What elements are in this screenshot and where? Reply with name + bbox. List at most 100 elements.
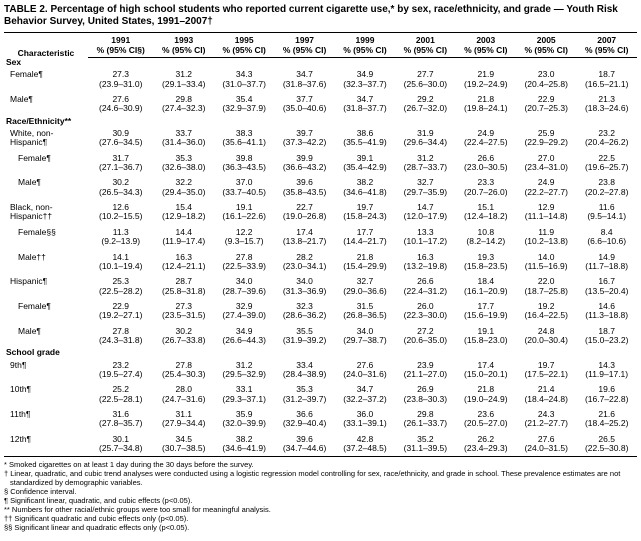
value-cell: 32.7	[395, 175, 455, 187]
ci-cell: (14.4–21.7)	[335, 237, 395, 249]
row-label-cont	[4, 104, 88, 116]
ci-cell: (29.4–35.0)	[154, 188, 214, 200]
col-ci-0: % (95% CI§)	[88, 45, 154, 58]
ci-cell: (16.7–22.8)	[576, 395, 637, 407]
ci-cell: (25.6–30.0)	[395, 80, 455, 92]
row-label-cont	[4, 370, 88, 382]
ci-cell: (29.0–36.6)	[335, 287, 395, 299]
ci-cell: (15.4–29.9)	[335, 262, 395, 274]
table-title: TABLE 2. Percentage of high school stude…	[4, 4, 637, 28]
ci-cell: (30.7–38.5)	[154, 444, 214, 457]
ci-cell: (31.8–37.6)	[274, 80, 334, 92]
ci-cell: (29.6–34.4)	[395, 138, 455, 150]
row-label: 9th¶	[4, 358, 88, 370]
row-label-cont	[4, 262, 88, 274]
value-cell: 39.6	[274, 175, 334, 187]
value-cell: 35.3	[274, 382, 334, 394]
ci-cell: (26.6–44.3)	[214, 336, 274, 348]
value-cell: 34.9	[335, 67, 395, 79]
ci-cell: (29.3–37.1)	[214, 395, 274, 407]
ci-cell: (24.0–31.5)	[516, 444, 576, 457]
value-cell: 34.3	[214, 67, 274, 79]
row-label: 11th¶	[4, 407, 88, 419]
ci-cell: (8.2–14.2)	[456, 237, 516, 249]
ci-cell: (26.5–34.3)	[88, 188, 154, 200]
value-cell: 27.3	[88, 67, 154, 79]
row-label-cont	[4, 80, 88, 92]
ci-cell: (33.1–39.1)	[335, 419, 395, 431]
value-cell: 21.9	[456, 67, 516, 79]
ci-cell: (19.8–24.1)	[456, 104, 516, 116]
ci-cell: (9.5–14.1)	[576, 212, 637, 224]
ci-cell: (26.7–32.0)	[395, 104, 455, 116]
ci-cell: (31.0–37.7)	[214, 80, 274, 92]
ci-cell: (35.6–41.1)	[214, 138, 274, 150]
ci-cell: (12.9–18.2)	[154, 212, 214, 224]
ci-cell: (32.2–37.2)	[335, 395, 395, 407]
ci-cell: (34.6–41.9)	[214, 444, 274, 457]
ci-cell: (11.7–18.8)	[576, 262, 637, 274]
ci-cell: (23.8–30.3)	[395, 395, 455, 407]
col-year-3: 1997	[274, 33, 334, 46]
ci-cell: (29.7–38.7)	[335, 336, 395, 348]
ci-cell: (32.9–40.4)	[274, 419, 334, 431]
ci-cell: (31.2–39.7)	[274, 395, 334, 407]
row-label: Male††	[4, 250, 88, 262]
footnote: †† Significant quadratic and cubic effec…	[4, 514, 637, 523]
ci-cell: (29.7–35.9)	[395, 188, 455, 200]
value-cell: 16.3	[154, 250, 214, 262]
value-cell: 22.0	[516, 274, 576, 286]
ci-cell: (27.8–35.7)	[88, 419, 154, 431]
ci-cell: (32.9–37.9)	[214, 104, 274, 116]
row-label-cont	[4, 237, 88, 249]
ci-cell: (35.0–40.6)	[274, 104, 334, 116]
ci-cell: (20.4–25.8)	[516, 80, 576, 92]
ci-cell: (27.6–34.5)	[88, 138, 154, 150]
value-cell: 31.2	[154, 67, 214, 79]
ci-cell: (22.5–30.8)	[576, 444, 637, 457]
ci-cell: (19.5–27.4)	[88, 370, 154, 382]
ci-cell: (29.5–32.9)	[214, 370, 274, 382]
row-label-cont	[4, 444, 88, 457]
ci-cell: (20.7–25.3)	[516, 104, 576, 116]
ci-cell: (10.2–15.5)	[88, 212, 154, 224]
row-label: Male¶	[4, 175, 88, 187]
col-year-0: 1991	[88, 33, 154, 46]
value-cell: 34.0	[214, 274, 274, 286]
value-cell: 26.9	[395, 382, 455, 394]
col-ci-4: % (95% CI)	[335, 45, 395, 58]
row-label: 12th¶	[4, 432, 88, 444]
ci-cell: (31.9–39.2)	[274, 336, 334, 348]
ci-cell: (23.5–31.5)	[154, 311, 214, 323]
ci-cell: (15.6–19.9)	[456, 311, 516, 323]
value-cell: 34.0	[274, 274, 334, 286]
ci-cell: (37.2–48.5)	[335, 444, 395, 457]
row-label: Hispanic¶	[4, 274, 88, 286]
ci-cell: (13.5–20.4)	[576, 287, 637, 299]
ci-cell: (18.4–24.8)	[516, 395, 576, 407]
section-heading: Sex	[4, 58, 637, 68]
ci-cell: (20.2–27.8)	[576, 188, 637, 200]
ci-cell: (22.4–27.5)	[456, 138, 516, 150]
section-heading: Race/Ethnicity**	[4, 117, 637, 126]
value-cell: 25.2	[88, 382, 154, 394]
footnote: * Smoked cigarettes on at least 1 day du…	[4, 460, 637, 469]
ci-cell: (27.9–34.4)	[154, 419, 214, 431]
value-cell: 26.6	[395, 274, 455, 286]
ci-cell: (16.5–21.1)	[576, 80, 637, 92]
ci-cell: (36.6–43.2)	[274, 163, 334, 175]
ci-cell: (22.5–28.1)	[88, 395, 154, 407]
ci-cell: (24.0–31.6)	[335, 370, 395, 382]
ci-cell: (17.5–22.1)	[516, 370, 576, 382]
ci-cell: (23.4–29.3)	[456, 444, 516, 457]
value-cell: 28.2	[274, 250, 334, 262]
value-cell: 18.4	[456, 274, 516, 286]
ci-cell: (10.1–19.4)	[88, 262, 154, 274]
ci-cell: (26.7–33.8)	[154, 336, 214, 348]
value-cell: 32.7	[335, 274, 395, 286]
row-label: Male¶	[4, 324, 88, 336]
ci-cell: (15.0–23.2)	[576, 336, 637, 348]
col-year-1: 1993	[154, 33, 214, 46]
ci-cell: (20.5–27.0)	[456, 419, 516, 431]
ci-cell: (28.4–38.9)	[274, 370, 334, 382]
